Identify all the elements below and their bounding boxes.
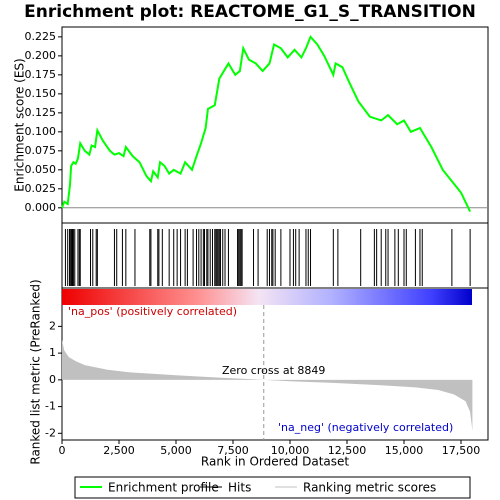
y-tick-label: 0: [49, 373, 56, 386]
y-tick-label: 0.200: [25, 49, 57, 62]
x-tick-label: 2,500: [103, 444, 135, 457]
y-tick-label: 0.175: [25, 68, 57, 81]
y-tick-label: 0.050: [25, 163, 57, 176]
y-tick-label: 0.225: [25, 30, 57, 43]
metric-area: [62, 339, 473, 431]
legend-label: Enrichment profile: [108, 481, 219, 495]
y-axis-label: Enrichment score (ES): [13, 58, 27, 191]
y-tick-label: 2: [49, 319, 56, 332]
y-tick-label: -1: [45, 400, 56, 413]
y-tick-label: 0.000: [25, 201, 57, 214]
y-tick-label: 0.125: [25, 106, 57, 119]
es-line: [61, 35, 472, 213]
x-tick-label: 10,000: [271, 444, 310, 457]
legend-label: Hits: [228, 481, 251, 495]
y-tick-label: -2: [45, 426, 56, 439]
x-tick-label: 17,500: [442, 444, 481, 457]
y-axis-label: Ranked list metric (PreRanked): [29, 279, 43, 464]
y-tick-label: 0.100: [25, 125, 57, 138]
annotation: 'na_pos' (positively correlated): [68, 305, 237, 318]
frame: [61, 26, 489, 441]
x-tick-label: 0: [59, 444, 66, 457]
legend-label: Ranking metric scores: [303, 481, 436, 495]
x-tick-label: 12,500: [328, 444, 367, 457]
x-tick-label: 7,500: [217, 444, 249, 457]
x-axis-label: Rank in Ordered Dataset: [201, 455, 349, 469]
annotation: Zero cross at 8849: [222, 364, 325, 377]
x-tick-label: 15,000: [385, 444, 424, 457]
y-tick-label: 0.025: [25, 182, 57, 195]
y-tick-label: 0.150: [25, 87, 57, 100]
legend: [74, 476, 471, 499]
chart-title: Enrichment plot: REACTOME_G1_S_TRANSITIO…: [24, 2, 476, 22]
rank-colorbar: [62, 289, 472, 305]
annotation: 'na_neg' (negatively correlated): [278, 421, 453, 434]
x-tick-label: 5,000: [160, 444, 192, 457]
y-tick-label: 1: [49, 346, 56, 359]
y-tick-label: 0.075: [25, 144, 57, 157]
